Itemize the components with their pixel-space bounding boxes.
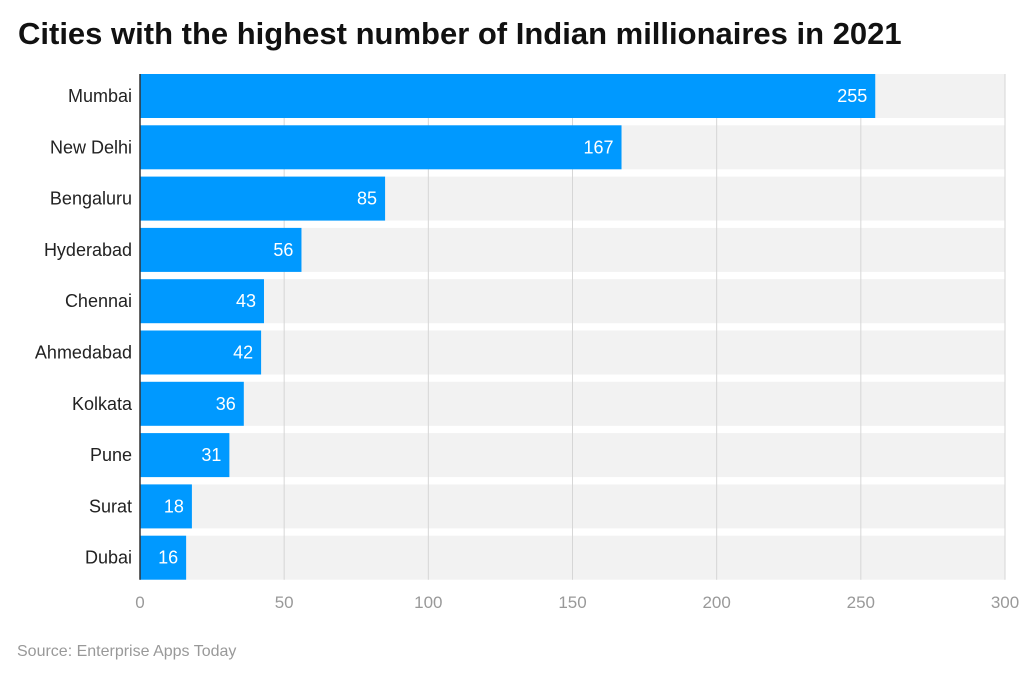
category-label: Dubai bbox=[85, 548, 132, 568]
x-tick-label: 0 bbox=[135, 593, 144, 612]
bar-dubai bbox=[140, 535, 187, 580]
bar-hyderabad bbox=[140, 227, 302, 272]
bar-ahmedabad bbox=[140, 330, 262, 375]
x-tick-label: 150 bbox=[558, 593, 586, 612]
category-label: Ahmedabad bbox=[35, 343, 132, 363]
x-tick-label: 200 bbox=[702, 593, 730, 612]
data-label: 255 bbox=[837, 86, 867, 106]
chart-title: Cities with the highest number of Indian… bbox=[18, 16, 902, 51]
data-label: 167 bbox=[583, 137, 613, 157]
bar-chennai bbox=[140, 279, 264, 324]
category-label: Chennai bbox=[65, 291, 132, 311]
category-label: Pune bbox=[90, 445, 132, 465]
category-label: New Delhi bbox=[50, 137, 132, 157]
bar-new-delhi bbox=[140, 125, 622, 170]
data-label: 43 bbox=[236, 291, 256, 311]
category-label: Mumbai bbox=[68, 86, 132, 106]
bar-kolkata bbox=[140, 381, 244, 426]
data-label: 18 bbox=[164, 496, 184, 516]
source-note: Source: Enterprise Apps Today bbox=[17, 643, 237, 660]
x-tick-label: 300 bbox=[991, 593, 1019, 612]
data-label: 36 bbox=[216, 394, 236, 414]
bar-bengaluru bbox=[140, 176, 386, 221]
data-label: 56 bbox=[273, 240, 293, 260]
category-label: Surat bbox=[89, 496, 132, 516]
category-label: Hyderabad bbox=[44, 240, 132, 260]
data-label: 16 bbox=[158, 548, 178, 568]
data-label: 42 bbox=[233, 343, 253, 363]
x-tick-label: 250 bbox=[847, 593, 875, 612]
x-tick-label: 50 bbox=[275, 593, 294, 612]
bar-pune bbox=[140, 433, 230, 478]
data-label: 31 bbox=[201, 445, 221, 465]
x-tick-label: 100 bbox=[414, 593, 442, 612]
data-label: 85 bbox=[357, 189, 377, 209]
bar-surat bbox=[140, 484, 192, 529]
bar-mumbai bbox=[140, 74, 876, 118]
category-label: Kolkata bbox=[72, 394, 133, 414]
category-label: Bengaluru bbox=[50, 189, 132, 209]
